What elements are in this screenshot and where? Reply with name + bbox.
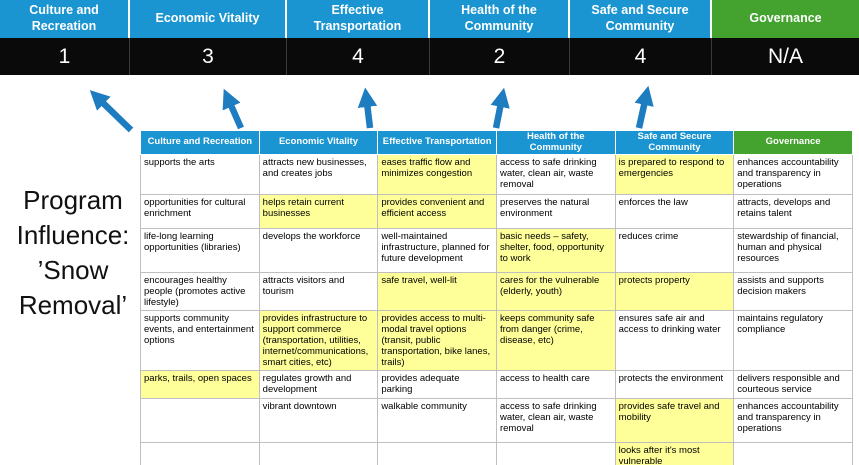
table-cell-2-1: opportunities for cultural enrichment xyxy=(140,194,260,230)
table-cell-8-5: looks after it's most vulnerable xyxy=(614,442,735,465)
table-cell-6-1: parks, trails, open spaces xyxy=(140,370,260,400)
table-cell-6-4: access to health care xyxy=(495,370,616,400)
table-cell-4-6: assists and supports decision makers xyxy=(733,272,853,312)
table-cell-3-2: develops the workforce xyxy=(258,228,379,274)
table-cell-3-5: reduces crime xyxy=(614,228,735,274)
arrow-health-icon xyxy=(490,87,510,129)
table-cell-1-4: access to safe drinking water, clean air… xyxy=(495,154,616,196)
table-cell-6-2: regulates growth and development xyxy=(258,370,379,400)
table-row-6: parks, trails, open spaces regulates grow… xyxy=(140,370,853,400)
category-header-row: Culture and Recreation Economic Vitality E… xyxy=(0,0,859,38)
arrow-culture-icon xyxy=(89,90,134,133)
arrow-economic-icon xyxy=(222,88,244,130)
table-cell-3-6: stewardship of financial, human and phys… xyxy=(733,228,853,274)
table-cell-3-4: basic needs – safety, shelter, food, opp… xyxy=(495,228,616,274)
table-row-8: looks after it's most vulnerable xyxy=(140,442,853,465)
table-cell-4-2: attracts visitors and tourism xyxy=(258,272,379,312)
table-cell-1-5: is prepared to respond to emergencies xyxy=(614,154,735,196)
table-cell-3-3: well-maintained infrastructure, planned … xyxy=(377,228,497,274)
table-cell-4-1: encourages healthy people (promotes acti… xyxy=(140,272,260,312)
table-cell-4-3: safe travel, well-lit xyxy=(377,272,497,312)
table-row-3: life-long learning opportunities (librar… xyxy=(140,228,853,274)
table-cell-8-6 xyxy=(733,442,853,465)
table-cell-2-3: provides convenient and efficient access xyxy=(377,194,497,230)
table-cell-1-1: supports the arts xyxy=(140,154,260,196)
table-cell-7-2: vibrant downtown xyxy=(258,398,379,444)
table-cell-5-6: maintains regulatory compliance xyxy=(733,310,853,372)
table-cell-5-5: ensures safe air and access to drinking … xyxy=(614,310,735,372)
table-cell-5-2: provides infrastructure to support comme… xyxy=(258,310,379,372)
table-cell-1-6: enhances accountability and transparency… xyxy=(733,154,853,196)
score-value-4: 2 xyxy=(430,38,570,75)
table-cell-2-6: attracts, develops and retains talent xyxy=(733,194,853,230)
page-title: Program Influence: ’Snow Removal’ xyxy=(16,185,130,321)
score-value-2: 3 xyxy=(130,38,287,75)
category-header-3: Effective Transportation xyxy=(287,0,430,38)
table-cell-7-1 xyxy=(140,398,260,444)
arrow-transportation-icon xyxy=(357,87,378,129)
influence-table: Culture and Recreation Economic Vitality E… xyxy=(140,129,853,465)
table-cell-8-4 xyxy=(495,442,616,465)
category-header-5: Safe and Secure Community xyxy=(570,0,712,38)
table-cell-3-1: life-long learning opportunities (librar… xyxy=(140,228,260,274)
table-row-2: opportunities for cultural enrichment hel… xyxy=(140,194,853,230)
table-cell-8-2 xyxy=(258,442,379,465)
category-header-4: Health of the Community xyxy=(430,0,570,38)
score-value-5: 4 xyxy=(570,38,712,75)
table-cell-7-3: walkable community xyxy=(377,398,497,444)
table-row-5: supports community events, and entertain… xyxy=(140,310,853,372)
table-header-5: Safe and Secure Community xyxy=(614,129,735,156)
table-cell-2-4: preserves the natural environment xyxy=(495,194,616,230)
table-cell-6-3: provides adequate parking xyxy=(377,370,497,400)
table-cell-4-5: protects property xyxy=(614,272,735,312)
score-row: 1 3 4 2 4 N/A xyxy=(0,38,859,75)
influence-table-head-row: Culture and Recreation Economic Vitality E… xyxy=(140,129,853,156)
table-header-6: Governance xyxy=(733,129,853,156)
category-header-6: Governance xyxy=(712,0,859,38)
table-cell-8-1 xyxy=(140,442,260,465)
table-cell-5-4: keeps community safe from danger (crime,… xyxy=(495,310,616,372)
table-row-4: encourages healthy people (promotes acti… xyxy=(140,272,853,312)
table-cell-4-4: cares for the vulnerable (elderly, youth… xyxy=(495,272,616,312)
table-cell-2-5: enforces the law xyxy=(614,194,735,230)
table-cell-5-3: provides access to multi-modal travel op… xyxy=(377,310,497,372)
table-cell-7-6: enhances accountability and transparency… xyxy=(733,398,853,444)
table-cell-2-2: helps retain current businesses xyxy=(258,194,379,230)
influence-table-body: supports the arts attracts new businesses… xyxy=(140,154,853,465)
table-cell-8-3 xyxy=(377,442,497,465)
table-cell-7-4: access to safe drinking water, clean air… xyxy=(495,398,616,444)
table-cell-7-5: provides safe travel and mobility xyxy=(614,398,735,444)
table-cell-5-1: supports community events, and entertain… xyxy=(140,310,260,372)
table-cell-1-2: attracts new businesses, and creates job… xyxy=(258,154,379,196)
table-cell-1-3: eases traffic flow and minimizes congest… xyxy=(377,154,497,196)
category-header-1: Culture and Recreation xyxy=(0,0,130,38)
table-header-3: Effective Transportation xyxy=(377,129,497,156)
table-header-1: Culture and Recreation xyxy=(140,129,260,156)
category-header-2: Economic Vitality xyxy=(130,0,287,38)
table-header-4: Health of the Community xyxy=(495,129,616,156)
table-header-2: Economic Vitality xyxy=(258,129,379,156)
score-value-6: N/A xyxy=(767,44,803,68)
table-row-7: vibrant downtown walkable community access… xyxy=(140,398,853,444)
score-value-3: 4 xyxy=(287,38,430,75)
table-cell-6-5: protects the environment xyxy=(614,370,735,400)
table-cell-6-6: delivers responsible and courteous servi… xyxy=(733,370,853,400)
score-value-1: 1 xyxy=(0,38,130,75)
arrow-safety-icon xyxy=(634,85,654,129)
table-row-1: supports the arts attracts new businesses… xyxy=(140,154,853,196)
